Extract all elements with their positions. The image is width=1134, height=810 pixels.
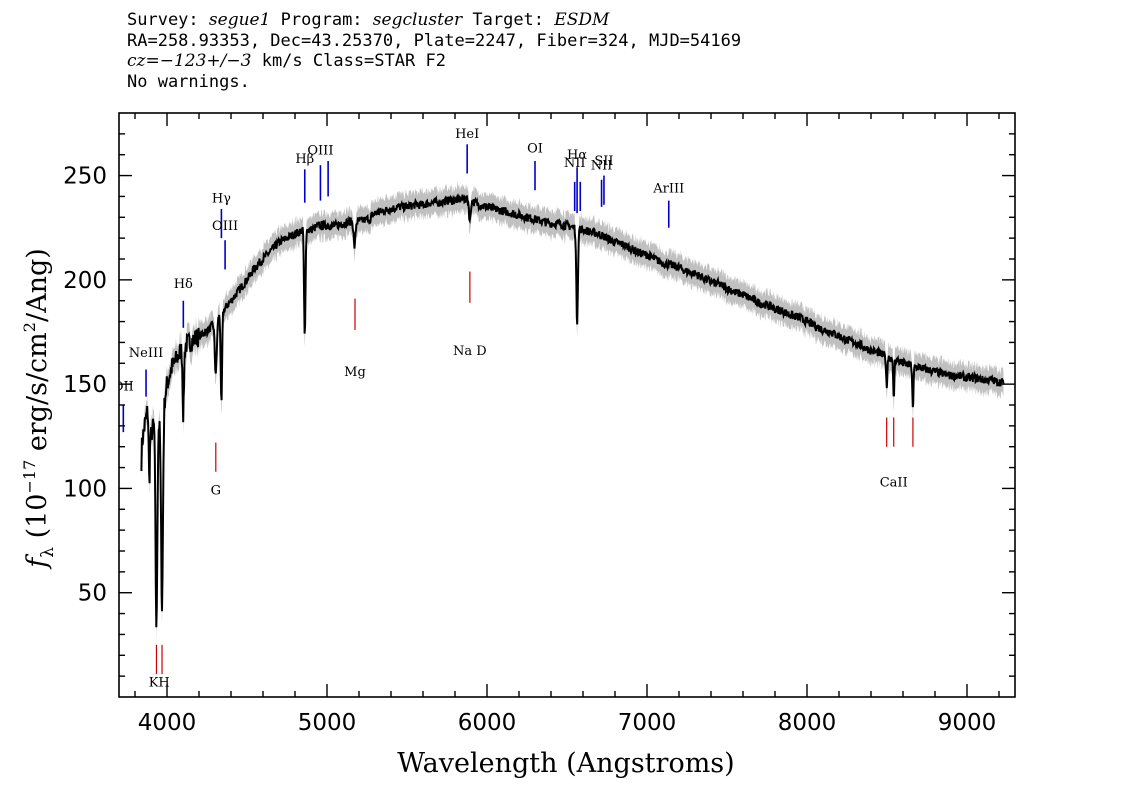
y-tick-label: 250 — [63, 164, 107, 190]
emission-line-label: SII — [594, 154, 613, 169]
x-axis-title: Wavelength (Angstroms) — [397, 748, 734, 779]
x-tick-label: 9000 — [938, 710, 997, 736]
emission-line-label: ArIII — [652, 181, 684, 196]
y-tick-label: 50 — [78, 581, 107, 607]
y-axis-title-units: erg/s/cm — [22, 332, 53, 460]
coords-row: RA=258.93353, Dec=43.25370, Plate=2247, … — [127, 30, 742, 51]
emission-line-label: Hα — [567, 148, 587, 163]
absorption-line-label: G — [211, 484, 221, 499]
spectrum-header: Survey: segue1 Program: segcluster Targe… — [127, 10, 741, 92]
emission-line-label: NII — [591, 158, 613, 173]
x-tick-label: 6000 — [458, 710, 517, 736]
emission-line-label: OIII — [307, 144, 333, 159]
absorption-line-label: KH — [149, 676, 170, 691]
y-tick-label: 100 — [63, 476, 107, 502]
emission-line-label: Hδ — [174, 277, 193, 292]
emission-line-label: OIII — [212, 219, 238, 234]
emission-line-label: HeI — [455, 127, 479, 142]
emission-line-label: NII — [564, 156, 586, 171]
emission-line-label: NeIII — [129, 346, 163, 361]
y-axis-title-exponent-2: 2 — [20, 322, 39, 332]
survey-row: Survey: segue1 Program: segcluster Targe… — [127, 10, 741, 31]
y-axis-title-exponent: −17 — [20, 460, 39, 494]
x-tick-label: 7000 — [618, 710, 677, 736]
absorption-line-label: Mg — [344, 365, 366, 380]
y-tick-label: 200 — [63, 268, 107, 294]
y-axis-title-end: /Ang) — [22, 248, 53, 322]
x-tick-label: 4000 — [138, 710, 197, 736]
program-label: Program: — [280, 10, 363, 30]
target-value: ESDM — [554, 10, 610, 30]
program-value: segcluster — [372, 10, 463, 30]
cz-value: −123+/−3 — [159, 51, 252, 71]
x-tick-label: 5000 — [298, 710, 357, 736]
emission-line-label: Hβ — [295, 152, 314, 167]
absorption-line-label: Na D — [453, 344, 487, 359]
class-text: km/s Class=STAR F2 — [251, 51, 446, 71]
survey-label: Survey: — [127, 10, 199, 30]
y-axis-title: fλ (10−17 erg/s/cm2/Ang) — [20, 248, 58, 570]
absorption-line-label: CaII — [880, 475, 908, 490]
emission-line-label: Hγ — [212, 192, 231, 207]
axis-layer: 4000 5000 6000 7000 8000 9000 50 100 150 200 250 — [63, 112, 1016, 736]
y-tick-label: 150 — [63, 372, 107, 398]
cz-label: cz= — [127, 51, 160, 71]
warnings-row: No warnings. — [127, 71, 250, 92]
flux-line — [140, 193, 1005, 628]
spectral-lines-layer: OIINeIIIHδHγOIIIHβOIIIHeIOINIIHαNIISIIAr… — [113, 127, 914, 691]
survey-value: segue1 — [208, 10, 271, 30]
emission-line-label: OI — [527, 142, 543, 157]
plot-frame — [118, 112, 1016, 698]
redshift-row: cz=−123+/−3 km/s Class=STAR F2 — [127, 51, 741, 72]
y-axis-title-main: (10 — [22, 494, 53, 547]
y-axis-title-subscript: λ — [38, 547, 58, 558]
flux-layer — [140, 193, 1005, 628]
x-tick-label: 8000 — [778, 710, 837, 736]
target-label: Target: — [472, 10, 545, 30]
emission-line-label: OII — [113, 379, 134, 394]
